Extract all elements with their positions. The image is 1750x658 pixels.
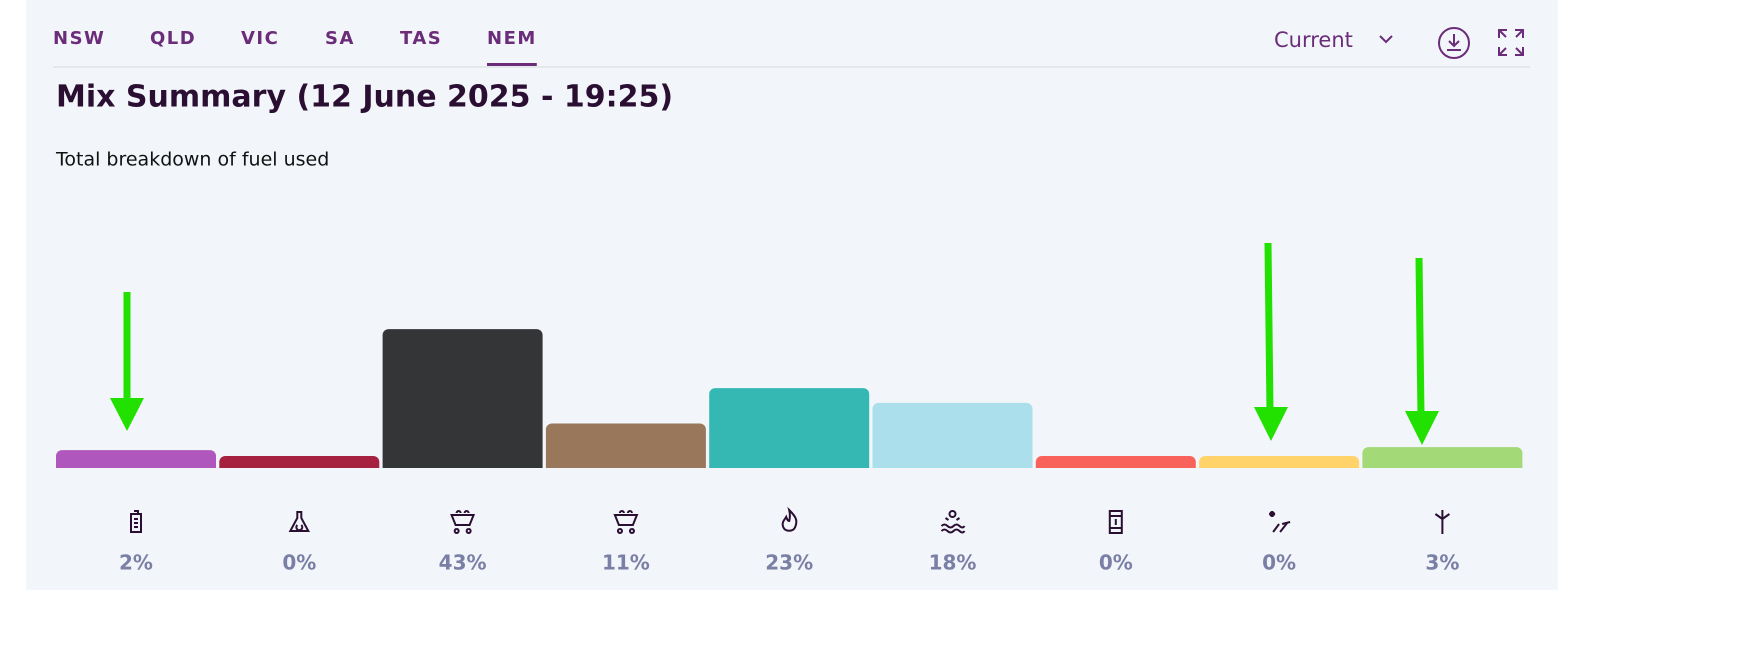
chart-title: Mix Summary (12 June 2025 - 19:25) bbox=[56, 80, 673, 115]
bar bbox=[872, 402, 1033, 468]
download-button[interactable] bbox=[1438, 27, 1470, 59]
tab[interactable]: VIC bbox=[241, 28, 279, 49]
value-label: 3% bbox=[1425, 551, 1459, 575]
fuel-icon bbox=[1269, 511, 1291, 533]
annotation-arrows bbox=[110, 242, 1439, 445]
bar bbox=[56, 450, 216, 468]
value-label: 0% bbox=[1099, 551, 1133, 575]
chart-subtitle: Total breakdown of fuel used bbox=[55, 149, 329, 171]
bar bbox=[219, 456, 380, 468]
fuel-icon bbox=[288, 511, 310, 532]
value-label: 0% bbox=[1262, 551, 1296, 575]
tab[interactable]: TAS bbox=[400, 28, 442, 49]
value-label: 11% bbox=[602, 551, 650, 575]
dropdown-chevron[interactable] bbox=[1379, 35, 1393, 44]
tab[interactable]: SA bbox=[325, 28, 355, 49]
fuel-icon bbox=[940, 510, 966, 534]
bar bbox=[545, 423, 706, 468]
fuel-icon bbox=[450, 510, 476, 534]
fuel-icon bbox=[781, 506, 798, 532]
fullscreen-button[interactable] bbox=[1498, 29, 1524, 56]
value-label: 18% bbox=[929, 551, 977, 575]
value-label: 0% bbox=[282, 551, 316, 575]
bar bbox=[709, 388, 870, 468]
tab[interactable]: NEM bbox=[487, 28, 537, 49]
bar bbox=[382, 329, 543, 468]
fuel-icon bbox=[1434, 510, 1450, 534]
bar bbox=[1362, 447, 1523, 468]
tab[interactable]: NSW bbox=[53, 28, 105, 49]
active-tab-underline bbox=[487, 63, 537, 66]
fuel-icon bbox=[130, 510, 142, 533]
value-label: 43% bbox=[439, 551, 487, 575]
tab[interactable]: QLD bbox=[150, 28, 196, 49]
fuel-icon bbox=[613, 510, 639, 534]
dropdown-label[interactable]: Current bbox=[1274, 28, 1353, 52]
fuel-icon bbox=[1108, 510, 1123, 534]
value-label: 2% bbox=[119, 551, 153, 575]
bar bbox=[1199, 456, 1360, 468]
value-label: 23% bbox=[765, 551, 813, 575]
panel bbox=[26, 0, 1558, 590]
bar bbox=[1035, 456, 1196, 468]
